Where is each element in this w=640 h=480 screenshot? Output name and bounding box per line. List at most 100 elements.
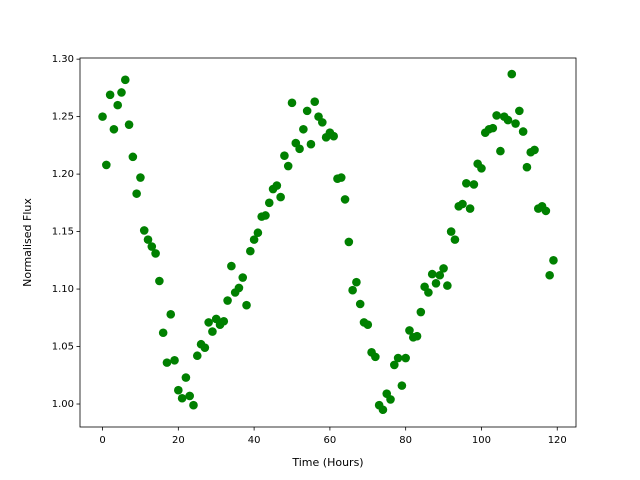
- point: [462, 178, 471, 188]
- point: [192, 351, 202, 361]
- x-tick-label: 40: [248, 435, 261, 446]
- point: [185, 391, 194, 401]
- point: [287, 98, 297, 108]
- point: [280, 151, 289, 161]
- point: [147, 242, 157, 251]
- point: [352, 277, 361, 287]
- point: [155, 276, 164, 286]
- point: [139, 226, 149, 235]
- point: [223, 296, 232, 305]
- x-axis-label: Time (Hours): [291, 456, 363, 469]
- point: [166, 310, 176, 319]
- y-tick-label: 1.25: [52, 112, 74, 123]
- point: [227, 261, 236, 271]
- point: [405, 326, 414, 335]
- point: [246, 246, 255, 256]
- point: [234, 283, 244, 293]
- point: [446, 227, 456, 236]
- point: [189, 400, 198, 410]
- point: [496, 146, 505, 156]
- point: [530, 145, 539, 155]
- point: [249, 235, 259, 244]
- point: [431, 279, 441, 288]
- point: [200, 343, 210, 352]
- point: [120, 75, 130, 85]
- point: [503, 115, 513, 125]
- point: [336, 173, 346, 182]
- point: [136, 173, 145, 182]
- y-tick-label: 1.15: [52, 227, 74, 238]
- point: [302, 106, 312, 116]
- point: [219, 316, 229, 326]
- point: [397, 381, 407, 390]
- point: [427, 269, 437, 279]
- point: [253, 228, 263, 238]
- point: [264, 198, 274, 208]
- point: [344, 237, 354, 247]
- point: [117, 88, 126, 97]
- x-tick-label: 100: [472, 435, 491, 446]
- point: [435, 270, 445, 280]
- point: [386, 395, 395, 404]
- point: [238, 273, 248, 282]
- point: [545, 270, 554, 280]
- point: [208, 327, 217, 336]
- point: [412, 331, 422, 341]
- point: [242, 300, 251, 310]
- point: [318, 118, 327, 127]
- point: [507, 69, 517, 79]
- point: [469, 180, 479, 189]
- x-tick-label: 0: [99, 435, 105, 446]
- y-tick-label: 1.30: [52, 54, 74, 65]
- point: [170, 356, 179, 365]
- point: [393, 353, 403, 363]
- point: [158, 328, 168, 338]
- point: [162, 358, 172, 367]
- y-tick-label: 1.00: [52, 399, 74, 410]
- x-tick-label: 20: [172, 435, 185, 446]
- point: [283, 161, 293, 171]
- point: [458, 199, 467, 209]
- point: [488, 123, 498, 133]
- point: [439, 264, 448, 273]
- point: [124, 120, 134, 129]
- point: [151, 249, 160, 258]
- point: [443, 281, 452, 290]
- point: [306, 139, 316, 149]
- point: [299, 124, 308, 134]
- x-tick-label: 120: [548, 435, 567, 446]
- point: [109, 124, 119, 134]
- point: [177, 393, 187, 403]
- point: [132, 189, 141, 198]
- point: [541, 206, 551, 216]
- point: [522, 162, 532, 172]
- x-tick-label: 60: [324, 435, 337, 446]
- plot-frame: [79, 57, 577, 428]
- point: [549, 256, 558, 265]
- point: [276, 192, 285, 202]
- point: [371, 352, 380, 362]
- point: [272, 181, 282, 190]
- y-axis-label: Normalised Flux: [21, 198, 34, 287]
- point: [355, 299, 365, 309]
- point: [424, 288, 433, 297]
- point: [416, 307, 426, 317]
- point: [204, 318, 213, 327]
- point: [329, 131, 338, 141]
- x-tick-label: 80: [399, 435, 412, 446]
- point: [181, 373, 191, 382]
- point: [378, 405, 388, 415]
- y-tick-label: 1.05: [52, 342, 74, 353]
- y-tick-label: 1.20: [52, 169, 74, 180]
- point: [515, 106, 524, 116]
- point: [492, 111, 501, 120]
- point: [518, 127, 528, 136]
- point: [363, 320, 373, 329]
- point: [143, 235, 153, 244]
- point: [348, 285, 357, 295]
- point: [295, 144, 304, 154]
- point: [261, 211, 270, 220]
- point: [401, 353, 410, 363]
- point: [174, 385, 183, 395]
